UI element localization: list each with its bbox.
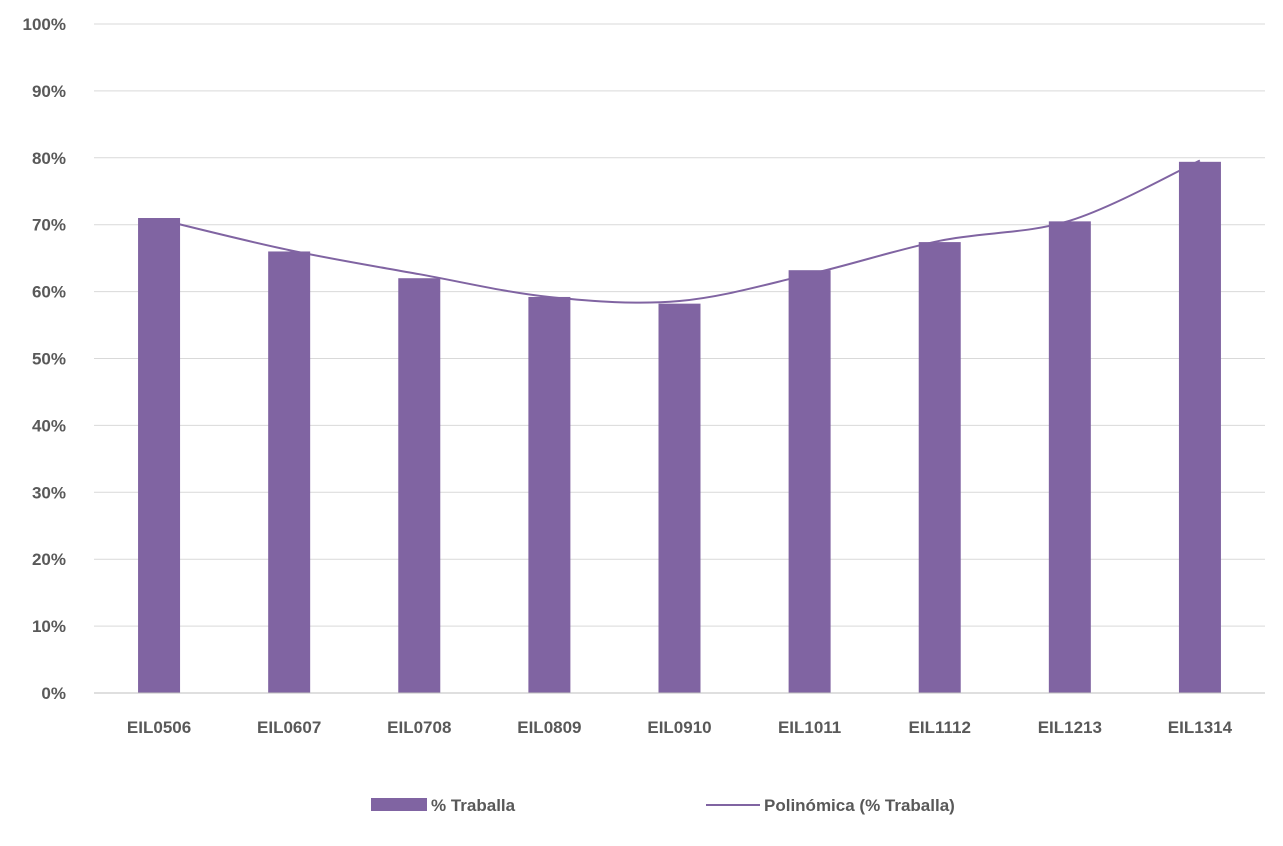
legend-bar-label: % Traballa [431,796,516,815]
bar-series [138,161,1221,694]
x-tick-label: EIL0910 [647,718,711,737]
y-tick-label: 80% [32,149,66,168]
x-tick-label: EIL0708 [387,718,451,737]
bar [788,270,831,693]
trendline [158,159,1201,304]
x-axis-tick-labels: EIL0506 EIL0607 EIL0708 EIL0809 EIL0910 EIL10… [127,718,1233,737]
y-tick-label: 0% [41,684,66,703]
bar [918,242,961,693]
x-tick-label: EIL1011 [778,718,841,737]
y-tick-label: 20% [32,550,66,569]
x-tick-label: EIL1213 [1038,718,1102,737]
bar [528,296,571,693]
bar [138,218,181,693]
y-tick-label: 40% [32,416,66,435]
legend: % Traballa Polinómica (% Traballa) [371,796,955,815]
x-tick-label: EIL1314 [1168,718,1233,737]
y-tick-label: 60% [32,283,66,302]
bar [268,251,311,693]
trendline-group [158,159,1201,304]
y-tick-label: 30% [32,483,66,502]
bar [658,303,701,693]
x-tick-label: EIL0607 [257,718,321,737]
bar [398,278,441,693]
y-tick-label: 10% [32,617,66,636]
y-tick-label: 70% [32,216,66,235]
y-tick-label: 50% [32,350,66,369]
x-tick-label: EIL0506 [127,718,191,737]
bar [1048,221,1091,694]
legend-line-label: Polinómica (% Traballa) [764,796,955,815]
x-tick-label: EIL1112 [909,718,971,737]
legend-bar-swatch [371,798,427,811]
y-tick-label: 100% [23,15,66,34]
y-tick-label: 90% [32,82,66,101]
x-tick-label: EIL0809 [517,718,581,737]
bar [1178,161,1221,694]
y-axis-tick-labels: 0% 10% 20% 30% 40% 50% 60% 70% 80% 90% 100% [23,15,66,703]
